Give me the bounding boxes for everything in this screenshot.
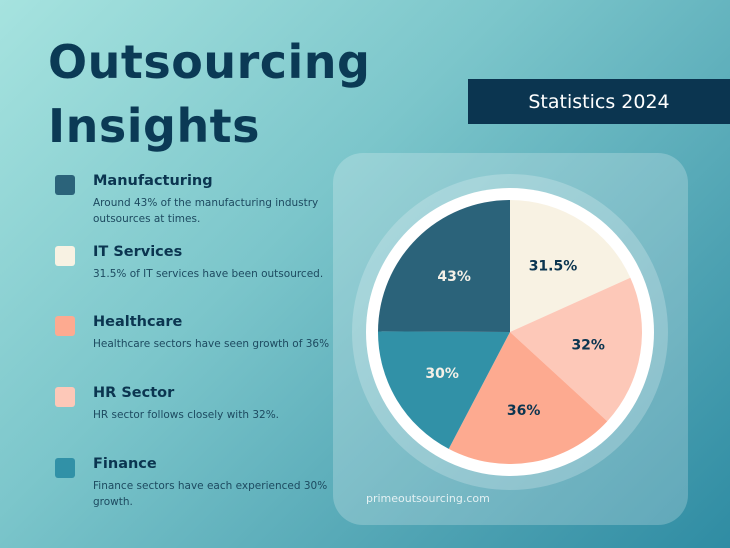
pie-data-label: 30% [425,366,459,382]
statistics-badge: Statistics 2024 [468,79,730,124]
legend-swatch [55,246,75,266]
pie-slice-manufacturing [378,200,510,332]
pie-data-label: 36% [507,403,541,419]
legend-name: HR Sector [93,385,175,401]
legend-description: Finance sectors have each experienced 30… [93,480,328,508]
footer-url: primeoutsourcing.com [366,492,490,505]
pie-data-label: 32% [571,338,605,354]
title-line-2: Insights [48,99,261,153]
legend-name: Manufacturing [93,173,213,189]
pie-slice-it-services [510,200,631,332]
legend-swatch [55,316,75,336]
page-title: Outsourcing Insights [48,30,370,158]
title-line-1: Outsourcing [48,35,371,89]
legend-name: IT Services [93,244,183,260]
legend-name: Finance [93,456,157,472]
pie-slice-finance [378,331,510,449]
pie-slice-healthcare [448,332,608,464]
pie-data-label: 31.5% [529,258,578,274]
legend-description: Around 43% of the manufacturing industry… [93,197,319,225]
legend-swatch [55,387,75,407]
legend-description: 31.5% of IT services have been outsource… [93,268,324,280]
legend-swatch [55,175,75,195]
pie-data-label: 43% [437,269,471,285]
legend-description: HR sector follows closely with 32%. [93,409,280,421]
legend-swatch [55,458,75,478]
legend-description: Healthcare sectors have seen growth of 3… [93,338,330,350]
pie-slice-hr-sector [510,277,642,422]
legend-name: Healthcare [93,314,183,330]
